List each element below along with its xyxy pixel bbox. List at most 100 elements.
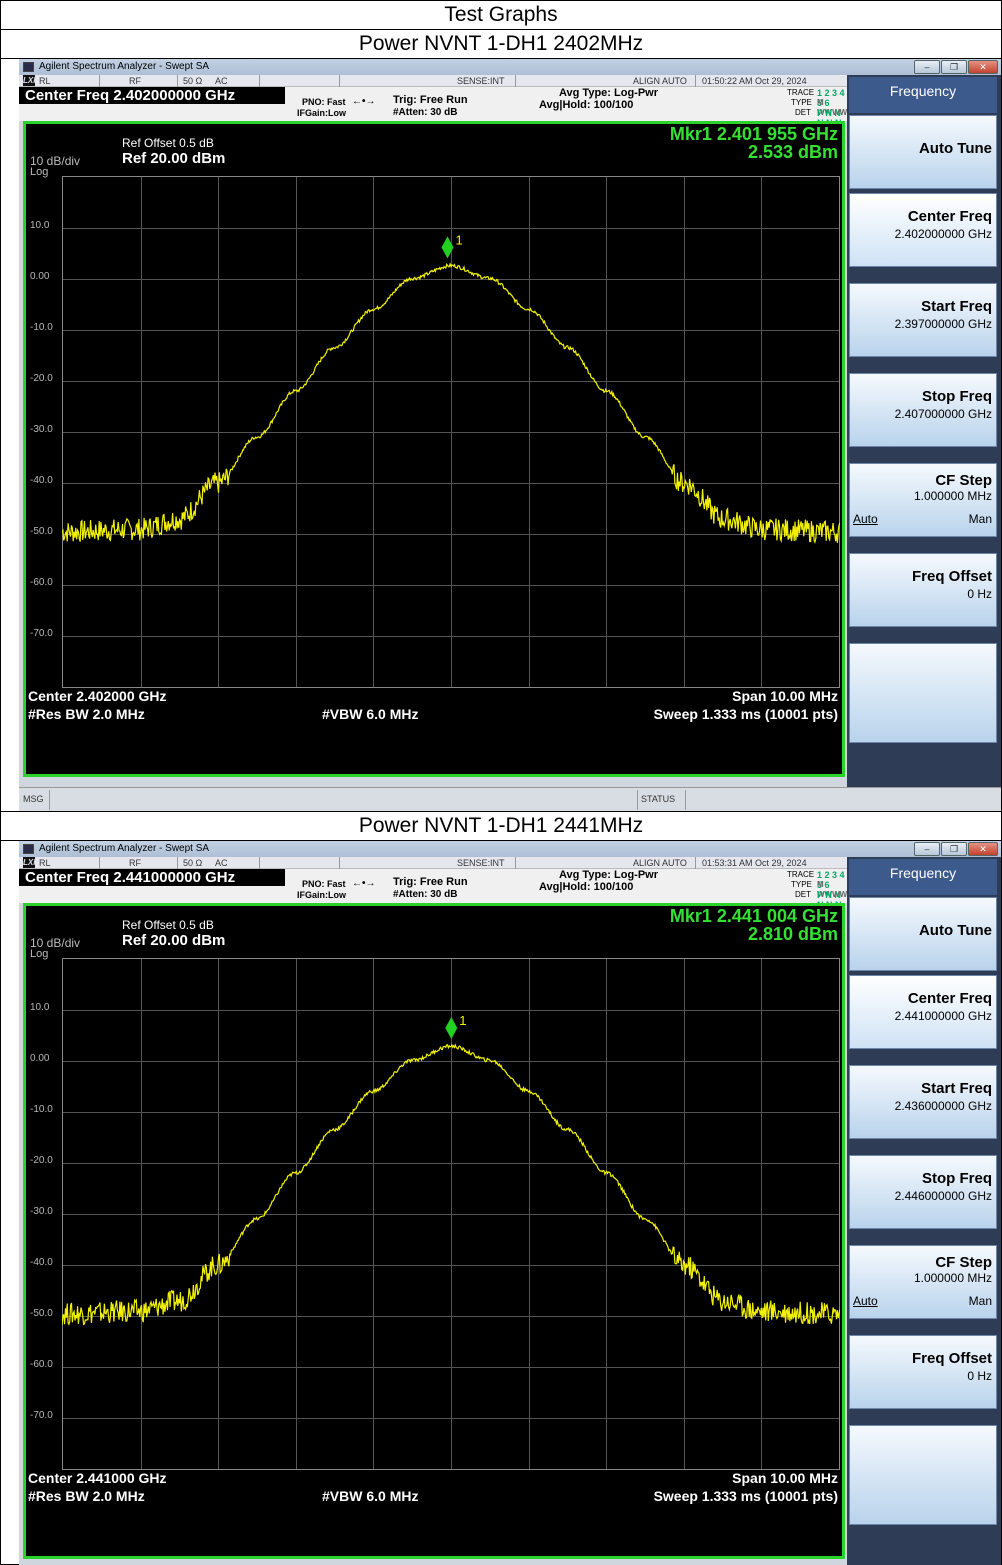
trace-label: TRACE [787,88,815,97]
divider [339,75,340,87]
maximize-icon[interactable]: ❐ [941,842,967,856]
trace-numbers: 1 2 3 4 5 6 [817,88,845,108]
ref-offset: Ref Offset 0.5 dB [122,136,214,150]
marker-diamond[interactable] [445,1017,458,1040]
avg-hold-label: Avg|Hold: 100/100 [539,881,634,893]
scale-label: 10 dB/div [30,154,81,168]
auto-tune-button[interactable]: Auto Tune [849,115,997,189]
blank-softkey[interactable] [849,1425,997,1525]
avg-type-label: Avg Type: Log-Pwr [559,869,658,881]
sense-indicator: SENSE:INT [457,76,505,86]
lxi-icon: LXI [23,857,36,868]
app-icon [23,62,34,72]
status-bar: MSG STATUS [19,787,1001,811]
maximize-icon[interactable]: ❐ [941,60,967,74]
stop-freq-button[interactable]: Stop Freq 2.446000000 GHz [849,1155,997,1229]
y-tick-label: -70.0 [30,628,53,639]
timestamp: 01:50:22 AM Oct 29, 2024 [702,76,807,86]
close-icon[interactable]: ✕ [968,842,998,856]
res-bw-label: #Res BW 2.0 MHz [28,706,145,722]
impedance-indicator: 50 Ω [183,76,203,86]
softkey-value: 0 Hz [967,1369,992,1383]
lxi-icon: LXI [23,75,36,86]
start-freq-button[interactable]: Start Freq 2.397000000 GHz [849,283,997,357]
pno-label: PNO: Fast [302,97,346,107]
cf-step-man-option[interactable]: Man [968,1294,992,1308]
menu-title: Frequency [849,77,997,113]
trace-types: M WWWWW [817,880,855,899]
rl-indicator: RL [39,858,51,868]
spectrum-trace [62,262,840,545]
divider [515,75,516,87]
ref-offset: Ref Offset 0.5 dB [122,918,214,932]
y-tick-label: -60.0 [30,577,53,588]
marker-frequency: Mkr1 2.441 004 GHz [669,906,838,926]
log-label: Log [30,166,49,178]
freq-offset-button[interactable]: Freq Offset 0 Hz [849,1335,997,1409]
y-tick-label: 0.00 [30,271,50,282]
attenuation-label: #Atten: 30 dB [393,107,458,118]
softkey-label: Auto Tune [918,922,992,939]
softkey-value: 2.446000000 GHz [894,1189,992,1203]
softkey-label: CF Step [935,472,992,489]
y-tick-label: -10.0 [30,1104,53,1115]
grid-line-horizontal [63,1316,839,1317]
grid-line-horizontal [63,483,839,484]
cf-step-man-option[interactable]: Man [968,512,992,526]
cf-step-auto-option[interactable]: Auto [853,1294,878,1308]
center-freq-button[interactable]: Center Freq 2.402000000 GHz [849,193,997,267]
marker-number: 1 [459,1013,466,1028]
msg-label: MSG [23,794,44,804]
close-icon[interactable]: ✕ [968,60,998,74]
type-label: TYPE [791,880,812,889]
trace-svg: 1 [62,1013,840,1326]
divider [1,811,1001,812]
softkey-value: 2.407000000 GHz [894,407,992,421]
divider [259,857,260,869]
avg-hold-label: Avg|Hold: 100/100 [539,99,634,111]
divider [99,75,100,87]
window-title: Agilent Spectrum Analyzer - Swept SA [39,61,210,72]
pno-label: PNO: Fast [302,879,346,889]
softkey-panel: Frequency Auto Tune Center Freq 2.441000… [847,857,1001,1565]
span-label: Span 10.00 MHz [732,1470,838,1486]
marker-diamond[interactable] [441,236,454,259]
window-titlebar[interactable]: Agilent Spectrum Analyzer - Swept SA – ❐… [19,59,1001,75]
center-freq-button[interactable]: Center Freq 2.441000000 GHz [849,975,997,1049]
divider [99,857,100,869]
trace-types: M WWWWW [817,98,855,117]
y-tick-label: -40.0 [30,1257,53,1268]
y-tick-label: 10.0 [30,1002,50,1013]
vbw-label: #VBW 6.0 MHz [322,1488,419,1504]
cf-step-button[interactable]: CF Step 1.000000 MHz Auto Man [849,463,997,537]
center-label: Center 2.441000 GHz [28,1470,167,1486]
auto-tune-button[interactable]: Auto Tune [849,897,997,971]
blank-softkey[interactable] [849,643,997,743]
y-tick-label: -30.0 [30,424,53,435]
minimize-icon[interactable]: – [914,60,940,74]
divider [637,790,638,810]
softkey-label: Center Freq [907,208,992,225]
minimize-icon[interactable]: – [914,842,940,856]
softkey-label: Center Freq [907,990,992,1007]
pno-arrow-icon: ←•→ [352,96,376,107]
y-tick-label: -70.0 [30,1410,53,1421]
status-strip: LXI RL RF 50 Ω AC SENSE:INT ALIGN AUTO 0… [19,857,847,869]
start-freq-button[interactable]: Start Freq 2.436000000 GHz [849,1065,997,1139]
grid-line-horizontal [63,432,839,433]
type-label: TYPE [791,98,812,107]
softkey-label: Auto Tune [918,140,992,157]
y-tick-label: -30.0 [30,1206,53,1217]
cf-step-auto-option[interactable]: Auto [853,512,878,526]
impedance-indicator: 50 Ω [183,858,203,868]
det-label: DET [795,890,811,899]
softkey-value: 1.000000 MHz [913,489,992,503]
y-tick-label: -50.0 [30,526,53,537]
cf-step-button[interactable]: CF Step 1.000000 MHz Auto Man [849,1245,997,1319]
softkey-panel: Frequency Auto Tune Center Freq 2.402000… [847,75,1001,787]
freq-offset-button[interactable]: Freq Offset 0 Hz [849,553,997,627]
stop-freq-button[interactable]: Stop Freq 2.407000000 GHz [849,373,997,447]
grid-line-horizontal [63,1418,839,1419]
window-titlebar[interactable]: Agilent Spectrum Analyzer - Swept SA – ❐… [19,841,1001,857]
